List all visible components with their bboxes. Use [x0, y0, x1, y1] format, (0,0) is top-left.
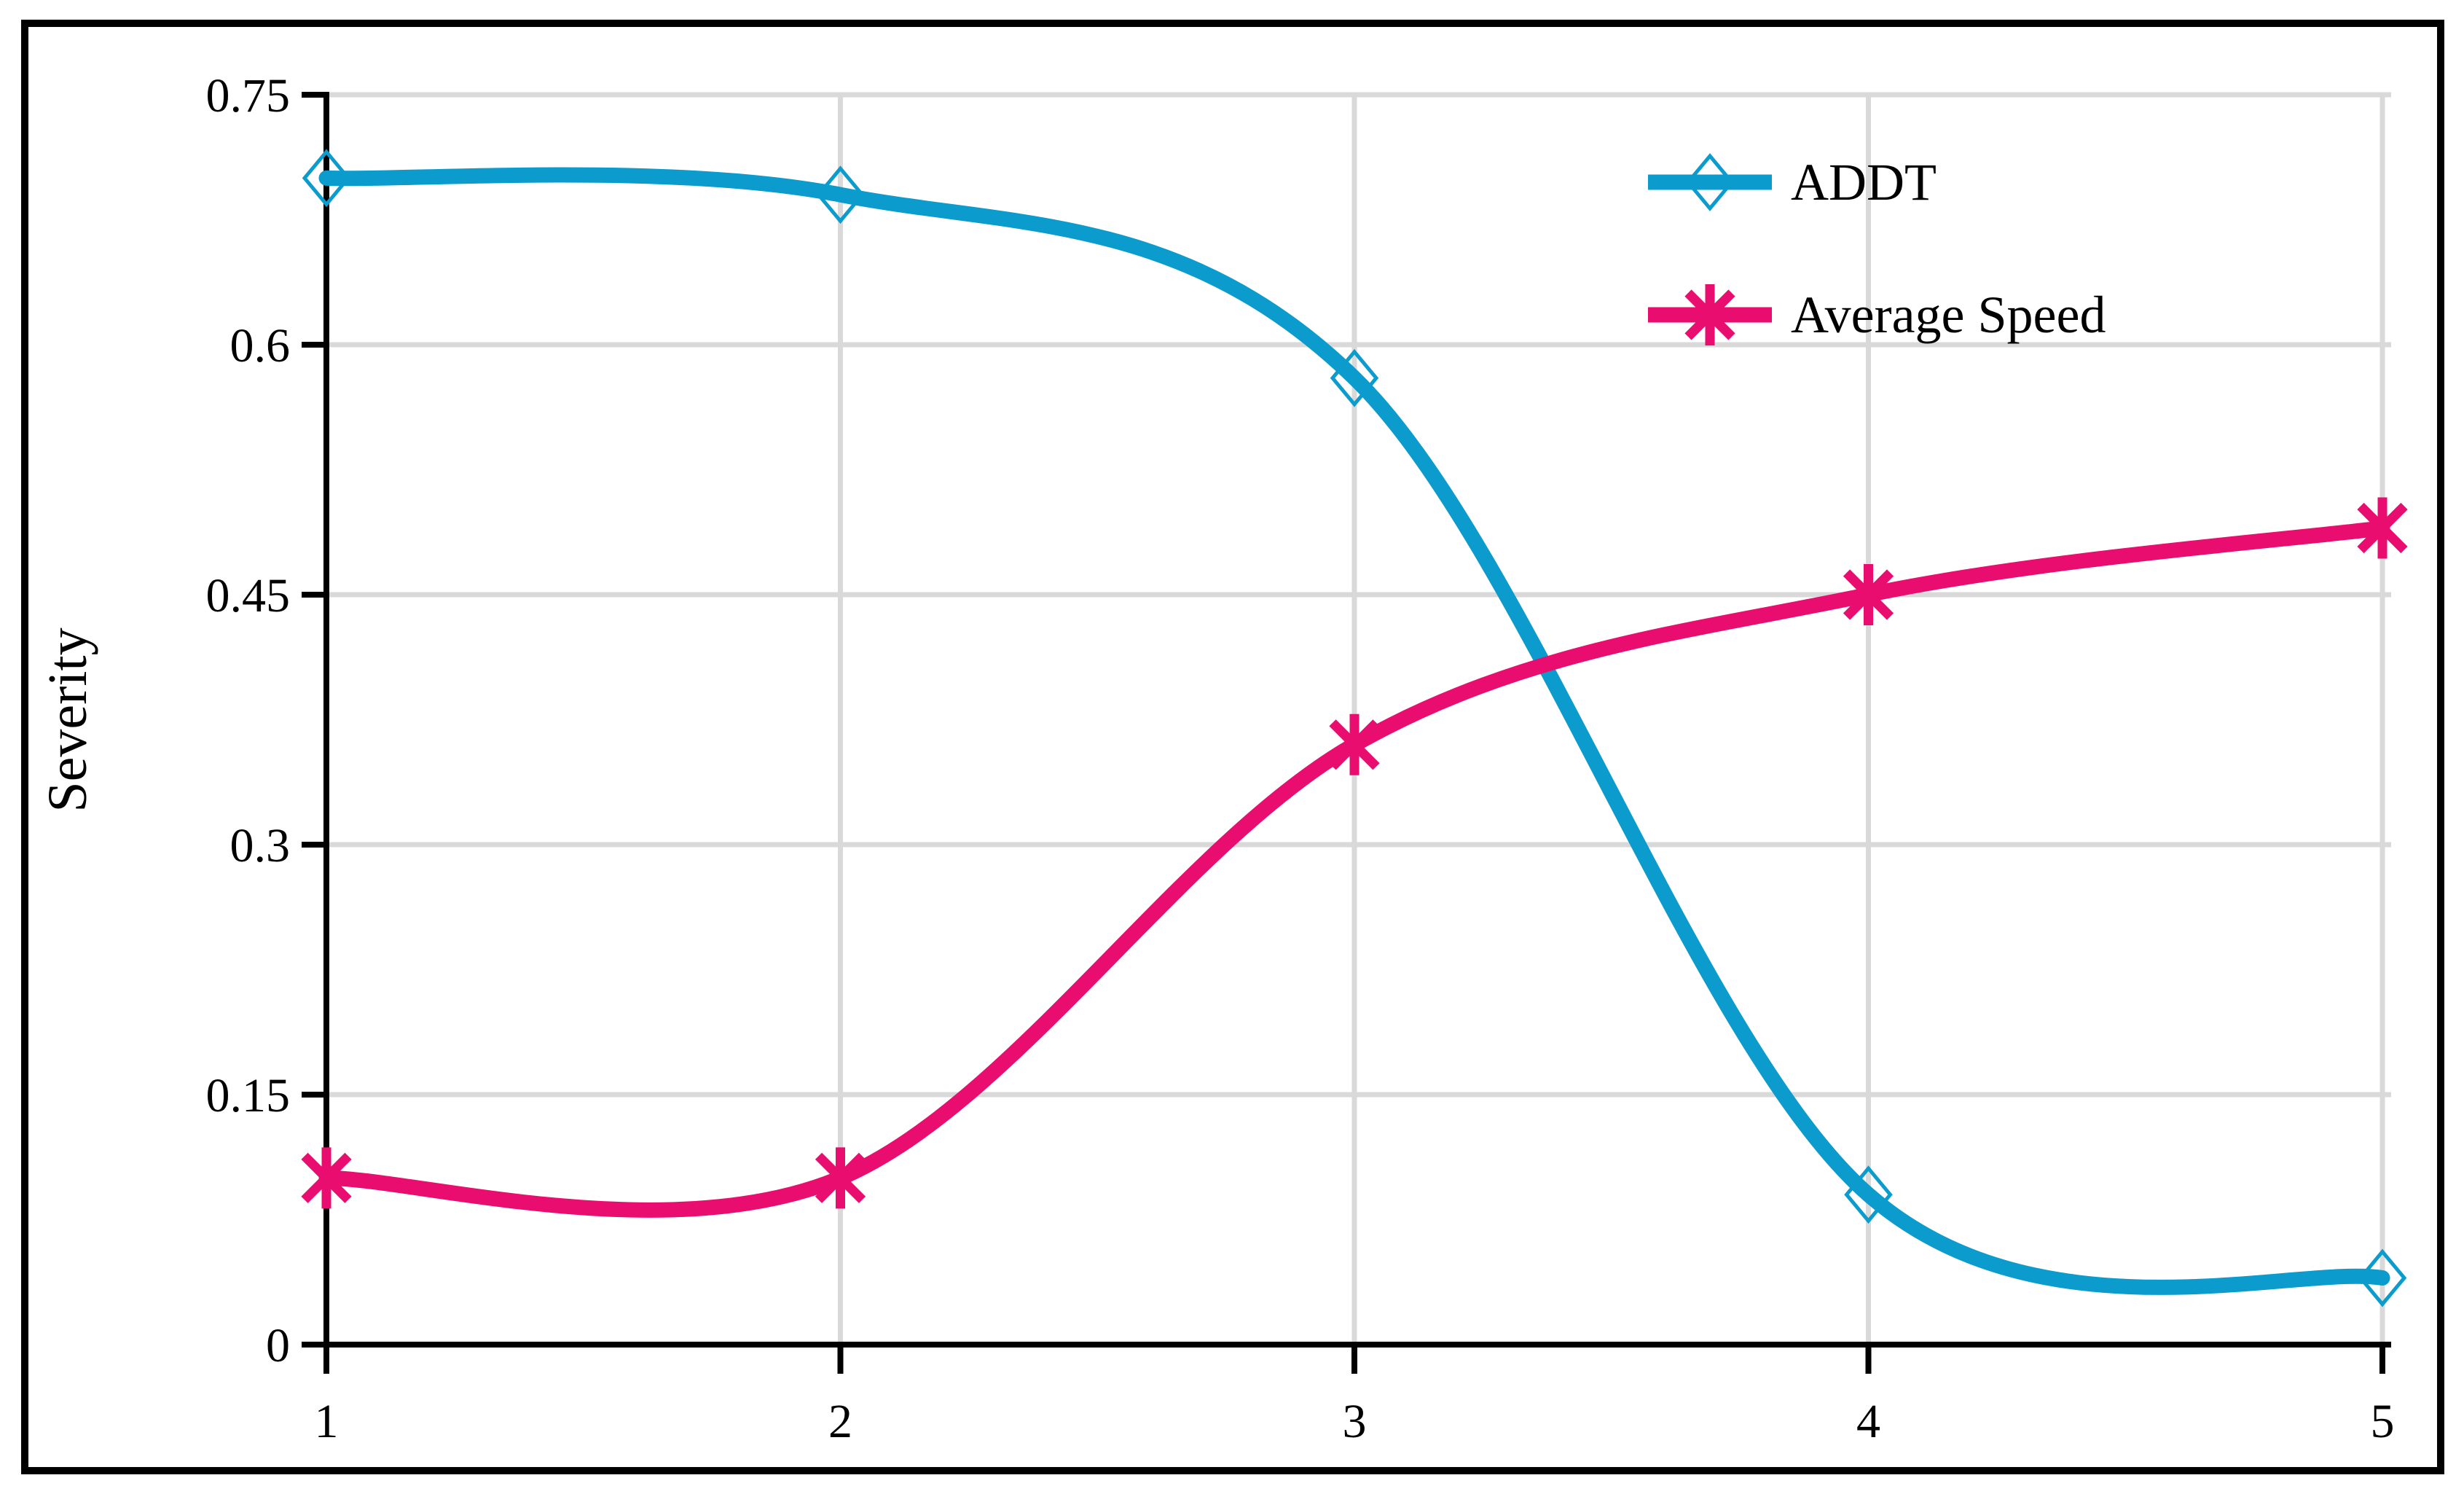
- legend-marker-addt: [1685, 153, 1735, 211]
- y-tick-label: 0.6: [230, 319, 291, 372]
- y-tick-label: 0.3: [230, 819, 291, 872]
- asterisk-diagonal: [301, 1152, 352, 1203]
- diamond-shape: [816, 165, 865, 224]
- legend-marker-average-speed: [1684, 284, 1735, 345]
- y-tick-label: 0.75: [206, 69, 291, 122]
- x-tick-label: 3: [1343, 1395, 1367, 1448]
- y-tick-label: 0: [266, 1319, 290, 1372]
- asterisk-marker: [301, 1147, 352, 1209]
- diamond-marker: [816, 165, 865, 224]
- diamond-shape: [302, 149, 351, 208]
- diamond-marker: [1330, 348, 1379, 407]
- x-tick-label: 2: [828, 1395, 852, 1448]
- asterisk-diagonal: [1684, 289, 1735, 340]
- asterisk-marker: [1684, 284, 1735, 345]
- x-tick-label: 4: [1856, 1395, 1880, 1448]
- x-tick-label: 1: [315, 1395, 339, 1448]
- gridlines: [326, 92, 2391, 1345]
- tick-marks: [302, 92, 2385, 1374]
- legend-item-average-speed: Average Speed: [1648, 284, 2106, 345]
- diamond-marker: [2358, 1248, 2407, 1307]
- asterisk-marker: [815, 1147, 866, 1209]
- legend-item-addt: ADDT: [1648, 153, 1937, 211]
- y-tick-labels: 0 0.15 0.3 0.45 0.6 0.75: [206, 69, 291, 1372]
- diamond-shape: [1685, 153, 1735, 211]
- x-tick-label: 5: [2371, 1395, 2395, 1448]
- diamond-marker: [1685, 153, 1735, 211]
- figure-border: [21, 20, 2444, 1474]
- data-series: [301, 149, 2408, 1307]
- legend-label-addt: ADDT: [1791, 153, 1937, 211]
- asterisk-diagonal: [1329, 719, 1380, 770]
- y-tick-label: 0.15: [206, 1069, 291, 1122]
- asterisk-marker: [2357, 497, 2408, 559]
- diamond-marker: [302, 149, 351, 208]
- x-tick-labels: 1 2 3 4 5: [315, 1395, 2395, 1448]
- asterisk-diagonal: [2357, 502, 2408, 554]
- y-axis-title: Severity: [37, 627, 98, 812]
- series-line-addt: [318, 167, 2390, 1295]
- asterisk-marker: [1843, 564, 1894, 625]
- legend-label-average-speed: Average Speed: [1791, 286, 2106, 344]
- y-tick-label: 0.45: [206, 569, 291, 622]
- diamond-shape: [2358, 1248, 2407, 1307]
- asterisk-marker: [1329, 713, 1380, 775]
- legend: ADDT Average Speed: [1648, 153, 2106, 345]
- diamond-marker: [1844, 1165, 1893, 1224]
- asterisk-diagonal: [815, 1152, 866, 1203]
- asterisk-diagonal: [1843, 569, 1894, 620]
- diamond-shape: [1844, 1165, 1893, 1224]
- diamond-shape: [1330, 348, 1379, 407]
